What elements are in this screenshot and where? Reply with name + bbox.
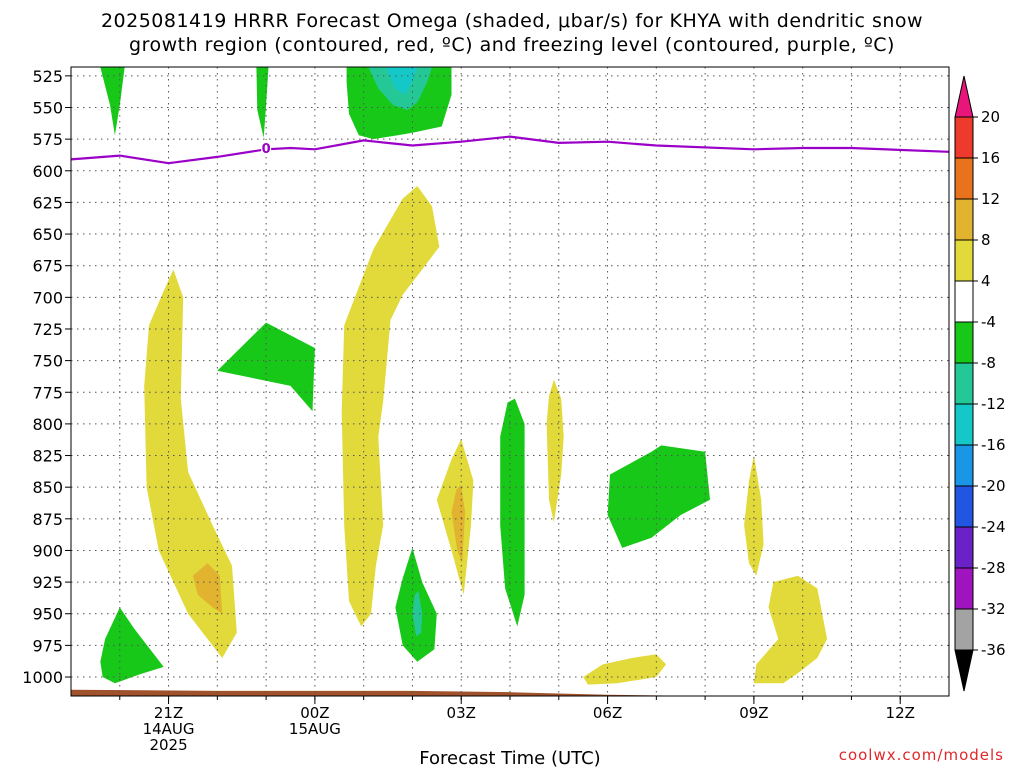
colorbar-bin	[954, 239, 974, 282]
omega-region-6	[583, 654, 667, 685]
omega-region-9	[100, 67, 125, 136]
omega-region-18	[500, 398, 525, 627]
freezing-level-line	[70, 135, 950, 165]
x-axis-label: Forecast Time (UTC)	[419, 748, 600, 768]
colorbar-bin	[954, 567, 974, 610]
colorbar-tick-label: -28	[981, 559, 1006, 577]
omega-region-2	[341, 186, 440, 627]
colorbar-bin	[954, 321, 974, 364]
chart-title-line2: growth region (contoured, red, ºC) and f…	[129, 34, 895, 56]
x-tick-label: 09Z	[739, 704, 768, 722]
y-tick-label: 700	[32, 288, 63, 307]
x-tick-label: 2025	[149, 736, 187, 754]
y-tick-label: 625	[32, 193, 63, 212]
colorbar-bin	[954, 608, 974, 651]
chart-title-line1: 2025081419 HRRR Forecast Omega (shaded, …	[100, 10, 924, 32]
freezing-level-label: 0	[262, 142, 271, 157]
y-tick-label: 950	[32, 605, 63, 624]
y-tick-label: 975	[32, 636, 63, 655]
colorbar-tick-label: -8	[981, 354, 996, 372]
y-tick-label: 800	[32, 415, 63, 434]
freezing-level-label-bg	[261, 139, 272, 155]
colorbar-tick-label: -20	[981, 477, 1006, 495]
colorbar-tick-label: 8	[981, 231, 991, 249]
y-tick-label: 550	[32, 98, 63, 117]
x-tick-label: 21Z	[154, 704, 183, 722]
y-axis-ticks: 525 550 575 600 625 650 675 700 725 750 775 800 825 8…	[22, 67, 71, 687]
colorbar-tick-label: 16	[981, 149, 1000, 167]
freezing-level-layer: 0	[70, 135, 950, 165]
omega-region-4	[451, 484, 466, 564]
colorbar-bin	[954, 157, 974, 200]
colorbar-bin	[954, 280, 974, 323]
x-tick-label: 12Z	[886, 704, 915, 722]
colorbar-bin	[954, 485, 974, 528]
x-tick-label: 03Z	[447, 704, 476, 722]
omega-region-19	[607, 445, 710, 548]
y-tick-label: 1000	[22, 668, 63, 687]
colorbar-bin	[954, 362, 974, 405]
y-tick-label: 600	[32, 162, 63, 181]
omega-region-13	[385, 67, 418, 95]
colorbar-bin	[954, 198, 974, 241]
y-tick-label: 825	[32, 447, 63, 466]
y-tick-label: 575	[32, 130, 63, 149]
y-tick-label: 875	[32, 510, 63, 529]
terrain-layer	[71, 689, 949, 696]
terrain-fill	[71, 689, 949, 696]
x-tick-label: 14AUG	[143, 720, 195, 738]
y-tick-label: 525	[32, 67, 63, 86]
colorbar-tick-label: -16	[981, 436, 1006, 454]
y-tick-label: 725	[32, 320, 63, 339]
y-tick-label: 775	[32, 383, 63, 402]
omega-region-10	[256, 67, 269, 138]
y-tick-label: 650	[32, 225, 63, 244]
x-tick-label: 00Z	[300, 704, 329, 722]
y-tick-label: 900	[32, 541, 63, 560]
colorbar: 20 16 12 8 4 -4 -8 -12 -16 -20 -24 -28 -32 -36	[954, 75, 1006, 692]
y-tick-label: 675	[32, 257, 63, 276]
colorbar-tick-label: -12	[981, 395, 1006, 413]
y-tick-label: 925	[32, 573, 63, 592]
colorbar-bin-bottom	[954, 649, 974, 692]
omega-region-7	[744, 455, 764, 576]
colorbar-bin-top	[954, 75, 974, 118]
omega-region-8	[753, 575, 828, 684]
y-tick-label: 850	[32, 478, 63, 497]
colorbar-tick-label: 4	[981, 272, 991, 290]
colorbar-tick-label: -32	[981, 600, 1006, 618]
colorbar-bin	[954, 444, 974, 487]
y-tick-label: 750	[32, 352, 63, 371]
grid-layer	[71, 67, 949, 696]
credit-text: coolwx.com/models	[838, 746, 1004, 764]
colorbar-tick-label: 12	[981, 190, 1000, 208]
colorbar-tick-label: -36	[981, 641, 1006, 659]
colorbar-bin	[954, 403, 974, 446]
colorbar-tick-label: -24	[981, 518, 1006, 536]
omega-region-1	[192, 563, 223, 614]
colorbar-bin	[954, 526, 974, 569]
x-tick-label: 15AUG	[289, 720, 341, 738]
omega-region-14	[217, 322, 315, 412]
colorbar-bin	[954, 116, 974, 159]
omega-region-0	[144, 269, 237, 658]
omega-region-17	[412, 591, 423, 637]
omega-region-5	[546, 379, 564, 523]
colorbar-tick-label: -4	[981, 313, 996, 331]
x-tick-label: 06Z	[593, 704, 622, 722]
omega-shading-layer	[100, 67, 828, 685]
colorbar-tick-label: 20	[981, 108, 1000, 126]
